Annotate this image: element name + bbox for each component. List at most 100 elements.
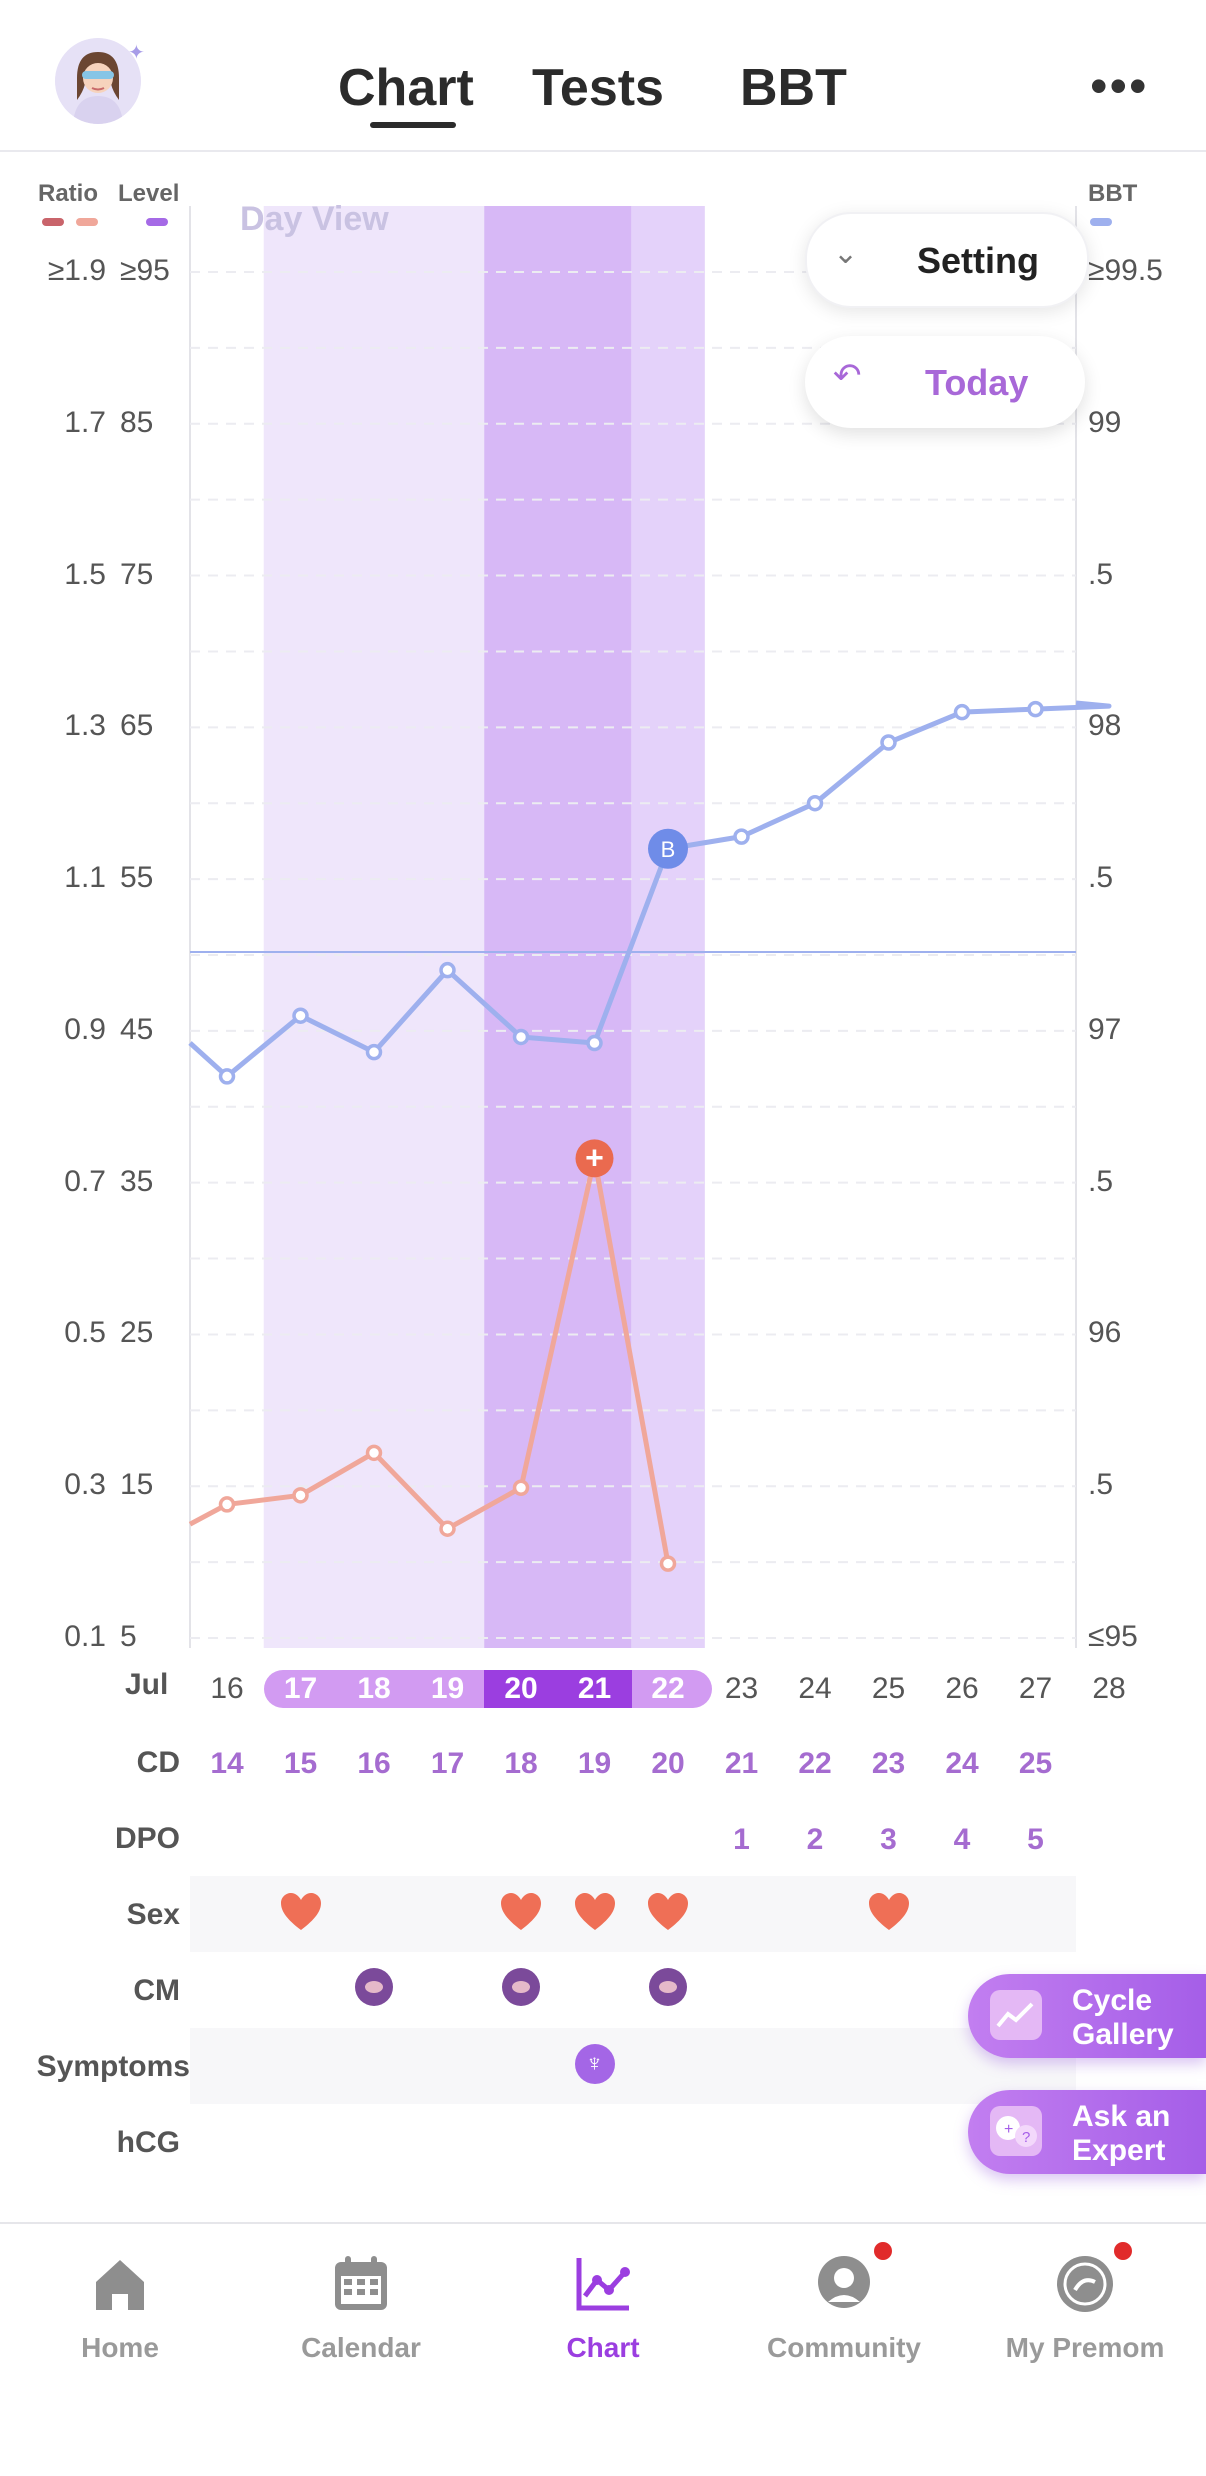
date-label: 26 xyxy=(945,1672,979,1705)
more-options-icon[interactable]: ••• xyxy=(1090,58,1149,114)
peak-days-band xyxy=(484,206,632,1648)
date-label: 20 xyxy=(504,1672,538,1705)
bbt-marker-label: B xyxy=(661,837,676,862)
tab-tests[interactable]: Tests xyxy=(532,59,664,117)
bbt-tick-label: 99 xyxy=(1088,405,1122,439)
cm-row-label: CM xyxy=(133,1974,180,2007)
date-label: 23 xyxy=(724,1672,759,1705)
dpo-label: 5 xyxy=(1027,1823,1044,1856)
nav-home-label: Home xyxy=(81,2332,159,2363)
legend-ratio-swatch-2 xyxy=(76,218,98,226)
tab-bbt[interactable]: BBT xyxy=(740,59,847,117)
nav-community[interactable]: Community xyxy=(744,2252,944,2364)
nav-calendar-label: Calendar xyxy=(301,2332,421,2363)
nav-my-premom[interactable]: My Premom xyxy=(985,2252,1185,2364)
hormone-bbt-chart: B+ xyxy=(188,206,1112,1648)
return-arrow-icon: ↶ xyxy=(833,357,862,395)
dpo-label: 4 xyxy=(953,1823,971,1856)
ratio-tick-label: 1.3 xyxy=(64,709,106,743)
gallery-chart-icon xyxy=(990,1990,1042,2040)
cervical-mucus-icon[interactable] xyxy=(649,1968,687,2006)
legend-level-label: Level xyxy=(118,180,180,207)
symptoms-row-label: Symptoms xyxy=(36,2050,190,2083)
date-label: 18 xyxy=(357,1672,391,1705)
ratio-tick-label: 0.1 xyxy=(64,1620,106,1653)
setting-label: Setting xyxy=(917,240,1039,281)
date-label: 17 xyxy=(283,1672,318,1705)
level-point xyxy=(659,1555,677,1572)
date-label: 25 xyxy=(871,1672,906,1705)
heart-icon[interactable] xyxy=(573,1892,617,1932)
sex-row-label: Sex xyxy=(126,1898,180,1931)
date-label: 22 xyxy=(651,1672,685,1705)
svg-text:+: + xyxy=(1004,2121,1013,2138)
calendar-icon xyxy=(335,2256,387,2310)
today-button[interactable]: ↶ Today xyxy=(805,336,1085,428)
cervical-mucus-icon[interactable] xyxy=(355,1968,393,2006)
ratio-tick-label: 0.3 xyxy=(64,1468,106,1502)
level-tick-label: 35 xyxy=(120,1164,154,1198)
nav-my-premom-label: My Premom xyxy=(1005,2332,1165,2363)
cycle-day-label: 16 xyxy=(357,1747,391,1780)
tab-chart[interactable]: Chart xyxy=(338,59,474,117)
ratio-tick-label: 0.9 xyxy=(64,1012,106,1046)
heart-icon[interactable] xyxy=(646,1892,690,1932)
bbt-tick-label: ≥99.5 xyxy=(1088,254,1163,287)
level-point xyxy=(512,1479,530,1496)
date-label: 27 xyxy=(1018,1672,1053,1705)
cervical-mucus-icon[interactable] xyxy=(502,1968,540,2006)
dpo-row-label: DPO xyxy=(114,1822,180,1855)
nav-calendar[interactable]: Calendar xyxy=(261,2252,461,2364)
sex-row-stripe xyxy=(190,1876,1076,1952)
bbt-tick-label: 98 xyxy=(1088,709,1122,743)
dpo-label: 1 xyxy=(733,1823,750,1856)
bbt-tick-label: 96 xyxy=(1088,1316,1122,1350)
symptoms-row-stripe xyxy=(190,2028,1076,2104)
bbt-point xyxy=(512,1028,530,1046)
heart-icon[interactable] xyxy=(867,1892,911,1932)
bbt-tick-label: .5 xyxy=(1088,557,1114,591)
cycle-gallery-button[interactable]: Cycle Gallery xyxy=(968,1974,1206,2058)
level-tick-label: 25 xyxy=(120,1316,154,1350)
level-tick-label: 65 xyxy=(120,709,154,743)
uterus-icon[interactable]: ♆ xyxy=(574,2044,615,2084)
bbt-tick-label: 97 xyxy=(1088,1012,1122,1046)
dpo-label: 3 xyxy=(880,1823,897,1856)
cycle-gallery-label: Cycle Gallery xyxy=(1072,1984,1174,2051)
legend-level-swatch xyxy=(146,218,168,226)
legend-bbt-swatch xyxy=(1090,218,1112,226)
premom-notification-dot xyxy=(1114,2242,1132,2260)
month-label: Jul xyxy=(125,1668,169,1701)
level-point xyxy=(365,1444,383,1462)
heart-icon[interactable] xyxy=(499,1892,543,1932)
bbt-point xyxy=(953,703,971,721)
level-series-line xyxy=(188,1155,671,1565)
avatar-illustration xyxy=(55,38,141,124)
ask-expert-button[interactable]: +? Ask an Expert xyxy=(968,2090,1206,2174)
level-point xyxy=(439,1520,456,1537)
bbt-point xyxy=(365,1043,383,1061)
bbt-point xyxy=(586,1034,603,1052)
level-tick-label: 5 xyxy=(120,1620,137,1653)
bbt-point xyxy=(292,1007,309,1024)
legend-ratio-label: Ratio xyxy=(38,180,98,207)
profile-avatar[interactable] xyxy=(55,38,141,124)
heart-icon[interactable] xyxy=(279,1892,323,1932)
nav-chart[interactable]: Chart xyxy=(503,2252,703,2364)
sparkle-icon: ✦ xyxy=(128,42,145,64)
ratio-tick-label: 1.7 xyxy=(64,405,106,439)
cycle-day-label: 18 xyxy=(504,1747,538,1780)
cycle-day-label: 25 xyxy=(1018,1747,1053,1780)
level-tick-label: ≥95 xyxy=(120,254,170,287)
bbt-point xyxy=(218,1068,236,1085)
bbt-tick-label: ≤95 xyxy=(1088,1620,1138,1653)
setting-button[interactable]: ⌄ Setting xyxy=(805,212,1089,308)
date-label: 24 xyxy=(798,1672,832,1705)
nav-home[interactable]: Home xyxy=(20,2252,220,2364)
ask-expert-label: Ask an Expert xyxy=(1072,2100,1171,2167)
level-point xyxy=(218,1496,236,1513)
peak-days-pill xyxy=(484,1670,632,1708)
bbt-point xyxy=(806,794,824,812)
bbt-coverline-marker xyxy=(648,828,688,869)
cycle-day-label: 24 xyxy=(945,1747,979,1780)
